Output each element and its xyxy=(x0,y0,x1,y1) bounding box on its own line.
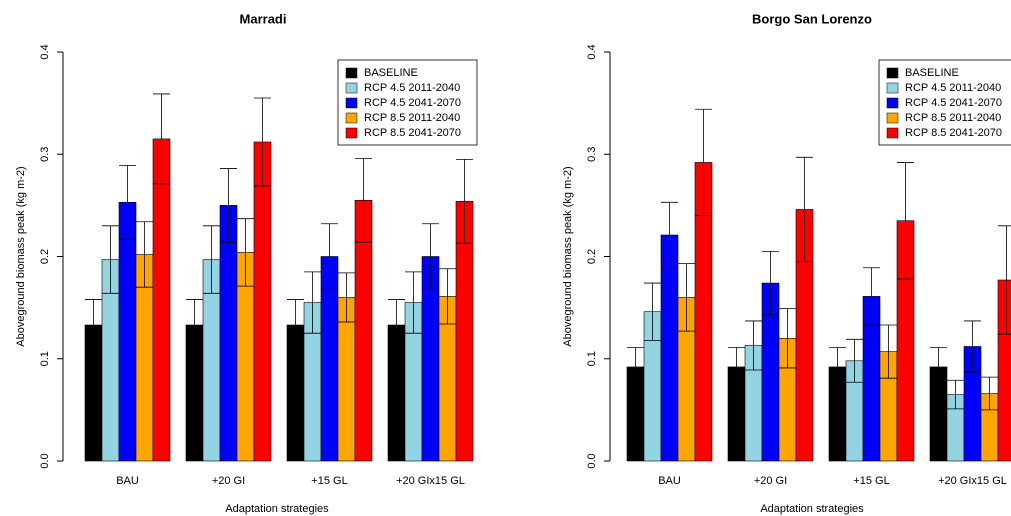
y-tick-label: 0.4 xyxy=(39,44,51,59)
legend: BASELINE RCP 4.5 2011-2040 RCP 4.5 2041-20… xyxy=(878,59,1011,146)
bar xyxy=(660,234,679,462)
legend-box xyxy=(337,59,478,146)
legend-swatch xyxy=(886,127,899,139)
error-bar xyxy=(779,308,796,369)
error-bar xyxy=(304,271,321,334)
error-bar xyxy=(964,320,981,373)
error-bar xyxy=(136,221,153,288)
x-axis-label: Adaptation strategies xyxy=(225,503,329,515)
error-bar xyxy=(644,282,661,341)
y-axis-label: Aboveground biomass peak (kg m-2) xyxy=(15,166,27,346)
legend-label: RCP 4.5 2041-2070 xyxy=(364,97,461,109)
error-bar xyxy=(829,347,846,387)
error-bar xyxy=(102,225,119,294)
error-bar xyxy=(947,379,964,410)
legend-swatch xyxy=(345,127,358,139)
legend-swatch xyxy=(345,97,358,109)
error-bar xyxy=(897,162,914,280)
error-bar xyxy=(237,218,254,287)
error-bar xyxy=(796,156,813,263)
bar xyxy=(219,205,238,462)
y-axis-label: Aboveground biomass peak (kg m-2) xyxy=(562,166,574,346)
error-bar xyxy=(186,299,203,351)
y-tick-label: 0.0 xyxy=(39,453,51,468)
legend-swatch xyxy=(886,82,899,94)
x-tick-label: BAU xyxy=(658,475,681,487)
chart-title: Borgo San Lorenzo xyxy=(752,11,872,26)
legend-swatch xyxy=(886,97,899,109)
bar xyxy=(997,279,1011,462)
legend-box xyxy=(878,59,1011,146)
x-tick-label: +15 GL xyxy=(853,475,889,487)
x-tick-label: +15 GL xyxy=(311,475,347,487)
error-bar xyxy=(85,299,102,351)
x-tick-label: +20 GI xyxy=(212,475,245,487)
legend-swatch xyxy=(345,82,358,94)
error-bar xyxy=(287,299,304,351)
legend-label: RCP 8.5 2011-2040 xyxy=(364,112,460,124)
legend-swatch xyxy=(345,112,358,124)
error-bar xyxy=(998,225,1011,335)
legend-label: RCP 4.5 2041-2070 xyxy=(905,97,1002,109)
x-tick-label: +20 GIx15 GL xyxy=(396,475,465,487)
x-tick-label: +20 GI xyxy=(754,475,787,487)
x-tick-label: BAU xyxy=(116,475,139,487)
legend-swatch xyxy=(345,67,358,79)
error-bar xyxy=(863,267,880,326)
error-bar xyxy=(321,223,338,290)
legend-label: RCP 4.5 2011-2040 xyxy=(364,82,460,94)
y-tick-label: 0.1 xyxy=(586,351,598,366)
legend-label: RCP 8.5 2041-2070 xyxy=(364,127,461,139)
legend-swatch xyxy=(886,112,899,124)
y-tick-label: 0.2 xyxy=(39,249,51,264)
legend-label: RCP 4.5 2011-2040 xyxy=(905,82,1001,94)
error-bar xyxy=(388,299,405,351)
chart-title: Marradi xyxy=(240,11,287,26)
error-bar xyxy=(405,271,422,334)
legend-label: RCP 8.5 2011-2040 xyxy=(905,112,1001,124)
error-bar xyxy=(338,272,355,323)
error-bar xyxy=(456,158,473,244)
error-bar xyxy=(981,376,998,411)
error-bar xyxy=(355,157,372,243)
error-bar xyxy=(678,263,695,332)
error-bar xyxy=(695,108,712,217)
bar xyxy=(253,141,272,462)
y-tick-label: 0.2 xyxy=(586,249,598,264)
error-bar xyxy=(846,338,863,383)
error-bar xyxy=(880,324,897,379)
error-bar xyxy=(422,223,439,290)
error-bar xyxy=(627,347,644,387)
y-tick-label: 0.3 xyxy=(39,147,51,162)
error-bar xyxy=(762,250,779,316)
error-bar xyxy=(745,320,762,371)
error-bar xyxy=(930,347,947,387)
y-tick-label: 0.3 xyxy=(586,147,598,162)
y-tick-label: 0.1 xyxy=(39,351,51,366)
y-tick-label: 0.4 xyxy=(586,44,598,59)
legend: BASELINE RCP 4.5 2011-2040 RCP 4.5 2041-20… xyxy=(337,59,478,146)
bar xyxy=(152,138,171,462)
error-bar xyxy=(203,225,220,294)
error-bar xyxy=(728,347,745,387)
error-bar xyxy=(220,168,237,243)
legend-swatch xyxy=(886,67,899,79)
error-bar xyxy=(153,93,170,185)
error-bar xyxy=(439,268,456,325)
error-bar xyxy=(254,97,271,187)
error-bar xyxy=(661,201,678,269)
error-bar xyxy=(119,165,136,240)
legend-label: BASELINE xyxy=(905,67,959,79)
bar xyxy=(118,202,137,462)
x-axis-label: Adaptation strategies xyxy=(760,503,864,515)
x-tick-label: +20 GIx15 GL xyxy=(938,475,1007,487)
legend-label: BASELINE xyxy=(364,67,418,79)
legend-label: RCP 8.5 2041-2070 xyxy=(905,127,1002,139)
y-tick-label: 0.0 xyxy=(586,453,598,468)
